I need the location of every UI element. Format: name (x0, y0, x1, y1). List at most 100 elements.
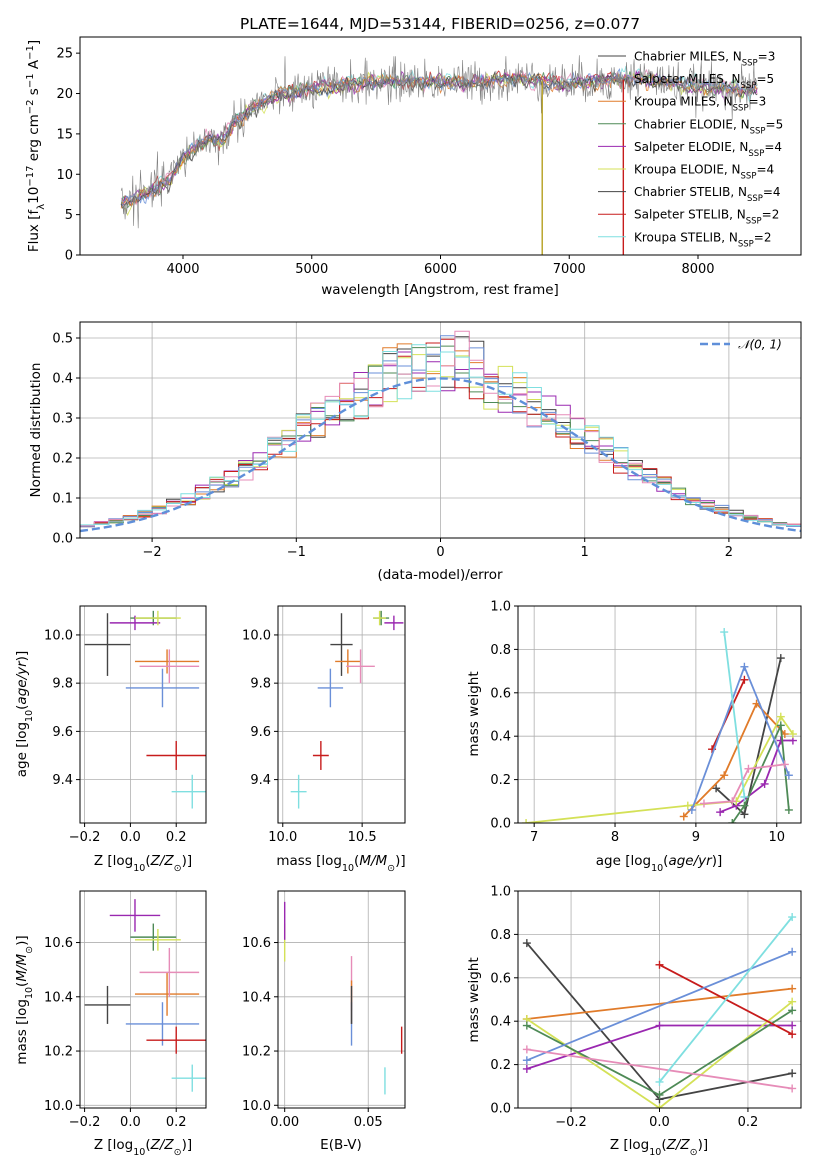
x-tick-label: 10.5 (348, 830, 377, 845)
legend-entry-sub: SSP (747, 194, 763, 204)
legend-entry: Chabrier ELODIE, NSSP=5 (634, 117, 783, 136)
mass-vs-Z-ylabel: mass [log10(M/M⊙)] (14, 935, 35, 1064)
y-tick-label: 10.0 (242, 1099, 271, 1114)
label-part: age [log (14, 722, 30, 777)
legend-entry-sub: SSP (748, 149, 764, 159)
weight-series-line (526, 714, 794, 823)
y-tick-label: 0.2 (490, 773, 511, 788)
weight-vs-age-frame (517, 605, 802, 824)
label-part: mass [log (14, 999, 30, 1065)
weight-series-line (723, 631, 746, 798)
label-part: −17 (25, 166, 36, 187)
y-tick-label: 10.4 (44, 990, 73, 1005)
y-tick-label: 10.2 (44, 1045, 73, 1060)
x-tick-label: −2 (143, 545, 162, 560)
y-tick-label: 9.8 (52, 677, 73, 692)
legend-entry: Salpeter STELIB, NSSP=2 (634, 208, 779, 227)
x-tick-label: 0.0 (120, 830, 141, 845)
legend-entry-name: Chabrier STELIB, N (634, 185, 747, 199)
residuals-xlabel: (data-model)/error (377, 567, 503, 583)
label-part: Z [log (94, 1137, 133, 1153)
label-part: −1 (25, 45, 36, 60)
weight-vs-age-ylabel: mass weight (466, 671, 482, 756)
spectrum-ylabel: Flux [fλ10−17 erg cm−2 s−1 A−1] (25, 40, 47, 252)
label-part: Z/Z (150, 1137, 175, 1153)
legend-entry-sub: SSP (738, 239, 754, 249)
y-tick-label: 10.0 (242, 628, 271, 643)
y-tick-label: 20 (56, 87, 73, 102)
y-tick-label: 5 (65, 208, 73, 223)
x-tick-label: −1 (287, 545, 306, 560)
x-tick-label: 8000 (681, 262, 714, 277)
label-part: s (26, 88, 42, 99)
weight-series-line (658, 916, 793, 1083)
age-vs-mass-axes: 10.0 10.5 9.4 9.6 9.8 10.0 (242, 605, 406, 845)
spectrum-axes: 4000 5000 6000 7000 8000 0 5 10 15 20 25 (56, 36, 802, 277)
legend-entry-name: Salpeter STELIB, N (634, 208, 746, 222)
label-part: ( (14, 705, 30, 710)
label-part: Z/Z (666, 1137, 691, 1153)
legend-entry: Chabrier MILES, NSSP=3 (634, 50, 775, 69)
x-tick-label: 8 (611, 830, 619, 845)
spectrum-plot-area (120, 55, 758, 255)
legend-entry-count: =4 (764, 140, 782, 154)
mass-vs-EBV-xlabel: E(B-V) (320, 1137, 362, 1153)
x-tick-label: 0.0 (649, 1115, 670, 1130)
legend-entry: Salpeter MILES, NSSP=5 (634, 72, 774, 91)
y-tick-label: 10.6 (44, 936, 73, 951)
mass-vs-Z-xlabel: Z [log10(Z/Z⊙)] (94, 1137, 192, 1158)
legend-entry-name: Chabrier MILES, N (634, 50, 742, 64)
x-tick-label: 10 (768, 830, 785, 845)
legend-entry-count: =5 (766, 117, 784, 131)
x-tick-label: −0.2 (69, 830, 101, 845)
legend-entry-count: =2 (754, 230, 772, 244)
label-part: erg cm (26, 114, 42, 165)
x-tick-label: 10.0 (268, 830, 297, 845)
legend-entry-sub: SSP (750, 126, 766, 136)
y-tick-label: 0.6 (490, 971, 511, 986)
label-part: ⊙ (174, 863, 182, 874)
legend-entry-sub: SSP (733, 104, 749, 114)
age-vs-mass-plot-area (290, 610, 404, 809)
legend-entry-count: =3 (749, 95, 767, 109)
mass-vs-EBV-axes: 0.00 0.05 10.0 10.2 10.4 10.6 (242, 890, 406, 1130)
label-part: )] (14, 935, 30, 946)
label-part: age [log (596, 853, 651, 869)
y-tick-label: 10.0 (44, 1099, 73, 1114)
y-tick-label: 0.0 (52, 532, 73, 547)
x-tick-label: 0.0 (120, 1115, 141, 1130)
label-part: λ (36, 204, 47, 210)
label-part: 10 (24, 987, 35, 999)
label-part: )] (182, 1137, 193, 1153)
y-tick-label: 9.4 (52, 773, 73, 788)
mass-vs-EBV-plot-area (283, 901, 403, 1095)
x-tick-label: 1 (581, 545, 589, 560)
weight-vs-Z-xlabel: Z [log10(Z/Z⊙)] (610, 1137, 708, 1158)
x-tick-label: 0.05 (354, 1115, 383, 1130)
y-tick-label: 0.3 (52, 412, 73, 427)
mass-vs-Z-axes: −0.2 0.0 0.2 10.0 10.2 10.4 10.6 (44, 890, 207, 1130)
label-part: )] (395, 853, 406, 869)
weight-series-line (703, 763, 785, 805)
y-tick-label: 0.6 (490, 686, 511, 701)
y-tick-label: 9.6 (250, 725, 271, 740)
label-part: )] (698, 1137, 709, 1153)
observed-spectrum-line (120, 55, 758, 229)
label-part: 10 (133, 1147, 145, 1158)
x-tick-label: 7 (530, 830, 538, 845)
label-part: Flux [f (26, 209, 42, 253)
legend-entry-count: =2 (762, 208, 780, 222)
y-tick-label: 0.0 (490, 1102, 511, 1117)
y-tick-label: 0.5 (52, 332, 73, 347)
age-vs-Z-plot-area (84, 610, 206, 809)
label-part: 10 (342, 863, 354, 874)
label-part: −1 (25, 73, 36, 88)
legend-entry-count: =3 (758, 50, 776, 64)
label-part: Z [log (94, 853, 133, 869)
y-tick-label: 0.8 (490, 928, 511, 943)
residuals-ylabel: Normed distribution (28, 363, 44, 498)
legend-entry-name: Salpeter ELODIE, N (634, 140, 748, 154)
legend-entry-sub: SSP (742, 59, 758, 69)
legend-entry: Kroupa ELODIE, NSSP=4 (634, 163, 774, 182)
x-tick-label: −0.2 (555, 1115, 587, 1130)
